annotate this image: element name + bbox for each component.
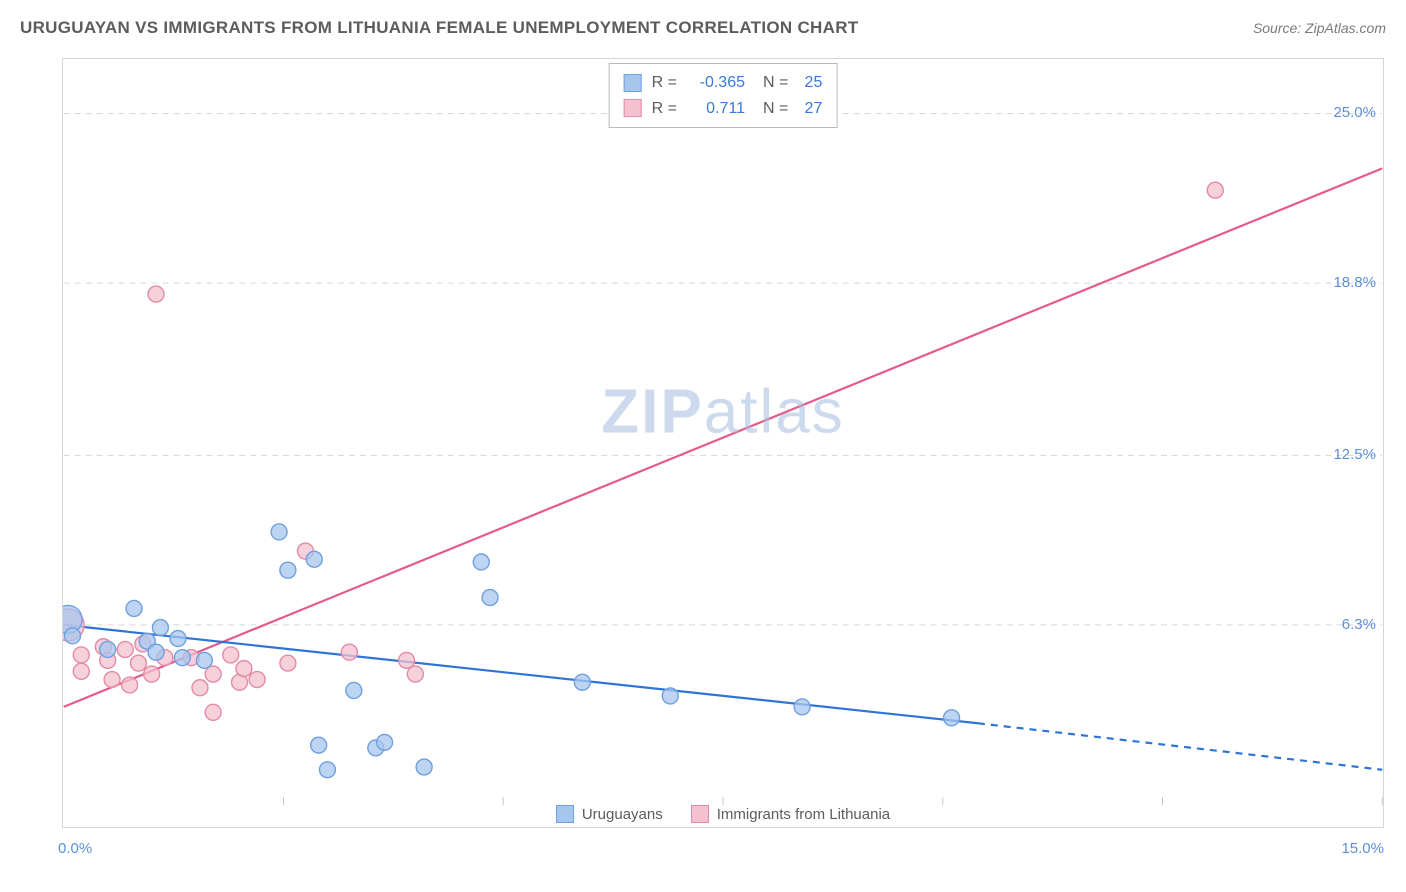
rn-r-value: 0.711 — [687, 96, 745, 122]
chart-title: URUGUAYAN VS IMMIGRANTS FROM LITHUANIA F… — [20, 18, 858, 38]
legend-item-uruguayans: Uruguayans — [556, 805, 663, 823]
rn-r-value: -0.365 — [687, 70, 745, 96]
legend-item-lithuania: Immigrants from Lithuania — [691, 805, 890, 823]
rn-n-label: N = — [763, 70, 788, 96]
legend-swatch-pink — [691, 805, 709, 823]
y-tick-label: 6.3% — [1342, 616, 1376, 633]
chart-source: Source: ZipAtlas.com — [1253, 20, 1386, 36]
rn-n-label: N = — [763, 96, 788, 122]
y-tick-label: 25.0% — [1333, 104, 1376, 121]
rn-swatch — [624, 99, 642, 117]
rn-row: R = 0.711 N = 27 — [624, 96, 823, 122]
plot-svg — [63, 59, 1383, 827]
x-tick-left: 0.0% — [58, 840, 92, 857]
y-tick-label: 12.5% — [1333, 446, 1376, 463]
correlation-legend: R = -0.365 N = 25 R = 0.711 N = 27 — [609, 63, 838, 128]
rn-r-label: R = — [652, 70, 677, 96]
rn-row: R = -0.365 N = 25 — [624, 70, 823, 96]
chart-frame: ZIPatlas R =-0.365N =25R =0.711N =27 Uru… — [62, 58, 1384, 828]
y-tick-label: 18.8% — [1333, 274, 1376, 291]
legend-label: Immigrants from Lithuania — [717, 806, 890, 823]
legend-swatch-blue — [556, 805, 574, 823]
rn-r-label: R = — [652, 96, 677, 122]
legend-label: Uruguayans — [582, 806, 663, 823]
x-tick-right: 15.0% — [1341, 840, 1384, 857]
rn-n-value: 25 — [798, 70, 822, 96]
rn-n-value: 27 — [798, 96, 822, 122]
chart-header: URUGUAYAN VS IMMIGRANTS FROM LITHUANIA F… — [20, 18, 1386, 38]
bottom-legend: Uruguayans Immigrants from Lithuania — [63, 805, 1383, 823]
rn-swatch — [624, 74, 642, 92]
